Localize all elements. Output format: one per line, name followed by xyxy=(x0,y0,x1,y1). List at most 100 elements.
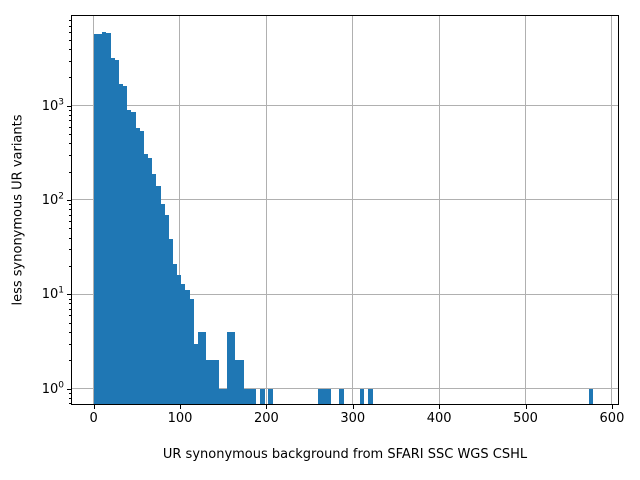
y-tick-mark xyxy=(67,199,71,201)
y-tick-mark xyxy=(67,105,71,107)
x-gridline xyxy=(611,16,613,404)
y-minor-tick-mark xyxy=(69,109,71,111)
histogram-bar xyxy=(185,290,190,404)
y-minor-tick-mark xyxy=(69,265,71,267)
y-minor-tick-mark xyxy=(69,77,71,79)
histogram-bar xyxy=(106,32,111,404)
y-minor-tick-mark xyxy=(69,308,71,310)
histogram-bar xyxy=(126,109,132,404)
y-gridline xyxy=(72,388,618,390)
y-gridline xyxy=(72,199,618,201)
y-minor-tick-mark xyxy=(69,303,71,305)
y-tick-mark xyxy=(67,388,71,390)
x-tick-mark xyxy=(179,405,181,409)
y-minor-tick-mark xyxy=(69,39,71,41)
x-gridline xyxy=(438,16,440,404)
y-minor-tick-mark xyxy=(69,143,71,145)
y-axis-label: less synonymous UR variants xyxy=(10,114,26,306)
histogram-bar xyxy=(260,388,265,404)
y-minor-tick-mark xyxy=(69,237,71,239)
histogram-bar xyxy=(172,263,178,404)
histogram-bar xyxy=(193,343,198,404)
y-minor-tick-mark xyxy=(69,392,71,394)
histogram-bar xyxy=(135,127,140,404)
histogram-bar xyxy=(368,388,373,404)
histogram-bar xyxy=(189,298,194,404)
histogram-bar xyxy=(143,153,149,404)
x-tick-label: 0 xyxy=(89,411,98,426)
y-minor-tick-mark xyxy=(69,120,71,122)
histogram-bar xyxy=(160,203,165,404)
histogram-bar xyxy=(226,331,232,404)
x-tick-label: 200 xyxy=(253,411,279,426)
y-minor-tick-mark xyxy=(69,114,71,116)
x-tick-label: 600 xyxy=(599,411,625,426)
y-minor-tick-mark xyxy=(69,397,71,399)
y-minor-tick-mark xyxy=(69,322,71,324)
y-tick-label: 101 xyxy=(41,285,64,303)
x-axis-label: UR synonymous background from SFARI SSC … xyxy=(162,447,528,462)
histogram-bar xyxy=(222,388,228,404)
x-tick-label: 500 xyxy=(513,411,538,426)
histogram-bar xyxy=(131,111,136,404)
histogram-bar xyxy=(230,331,236,404)
y-minor-tick-mark xyxy=(69,48,71,50)
histogram-bar xyxy=(110,57,115,404)
histogram-bar xyxy=(218,388,223,404)
histogram-bar xyxy=(147,157,153,404)
y-minor-tick-mark xyxy=(69,343,71,345)
histogram-bar xyxy=(318,388,323,404)
histogram-bar xyxy=(168,238,173,404)
y-minor-tick-mark xyxy=(69,403,71,405)
y-minor-tick-mark xyxy=(69,154,71,156)
histogram-bar xyxy=(247,388,253,404)
x-tick-mark xyxy=(439,405,441,409)
histogram-bar xyxy=(205,360,211,404)
histogram-bar xyxy=(101,32,107,404)
y-tick-label: 103 xyxy=(41,97,64,114)
y-minor-tick-mark xyxy=(69,209,71,211)
y-tick-mark xyxy=(67,294,71,296)
y-minor-tick-mark xyxy=(69,134,71,136)
y-minor-tick-mark xyxy=(69,360,71,362)
histogram-bar xyxy=(239,360,244,404)
x-tick-label: 300 xyxy=(340,411,366,426)
y-tick-label: 100 xyxy=(41,380,64,397)
y-minor-tick-mark xyxy=(69,298,71,300)
histogram-bar xyxy=(93,34,99,404)
y-minor-tick-mark xyxy=(69,32,71,34)
histogram-bar xyxy=(214,360,219,404)
y-gridline xyxy=(72,105,618,107)
histogram-bar xyxy=(339,388,344,404)
histogram-bar xyxy=(197,331,203,404)
y-minor-tick-mark xyxy=(69,249,71,251)
y-minor-tick-mark xyxy=(69,126,71,128)
histogram-bar xyxy=(122,86,128,404)
x-gridline xyxy=(525,16,527,404)
x-tick-mark xyxy=(611,405,613,409)
x-gridline xyxy=(179,16,181,404)
histogram-bar xyxy=(322,388,327,404)
histogram-bar xyxy=(176,275,182,404)
histogram-bar xyxy=(268,388,273,404)
y-minor-tick-mark xyxy=(69,228,71,230)
y-minor-tick-mark xyxy=(69,171,71,173)
histogram-bar xyxy=(139,130,144,404)
x-tick-label: 400 xyxy=(426,411,452,426)
histogram-bar xyxy=(156,186,161,404)
histogram-bar xyxy=(588,388,594,404)
histogram-bar xyxy=(243,388,248,404)
histogram-bar xyxy=(201,331,207,404)
y-minor-tick-mark xyxy=(69,220,71,222)
x-tick-mark xyxy=(266,405,268,409)
histogram-bar xyxy=(164,214,169,404)
histogram-bar xyxy=(359,388,365,404)
histogram-bar xyxy=(180,283,186,404)
y-minor-tick-mark xyxy=(69,214,71,216)
x-gridline xyxy=(352,16,354,404)
histogram-bar xyxy=(151,173,157,404)
y-minor-tick-mark xyxy=(69,60,71,62)
histogram-bar xyxy=(326,388,332,404)
y-minor-tick-mark xyxy=(69,25,71,27)
